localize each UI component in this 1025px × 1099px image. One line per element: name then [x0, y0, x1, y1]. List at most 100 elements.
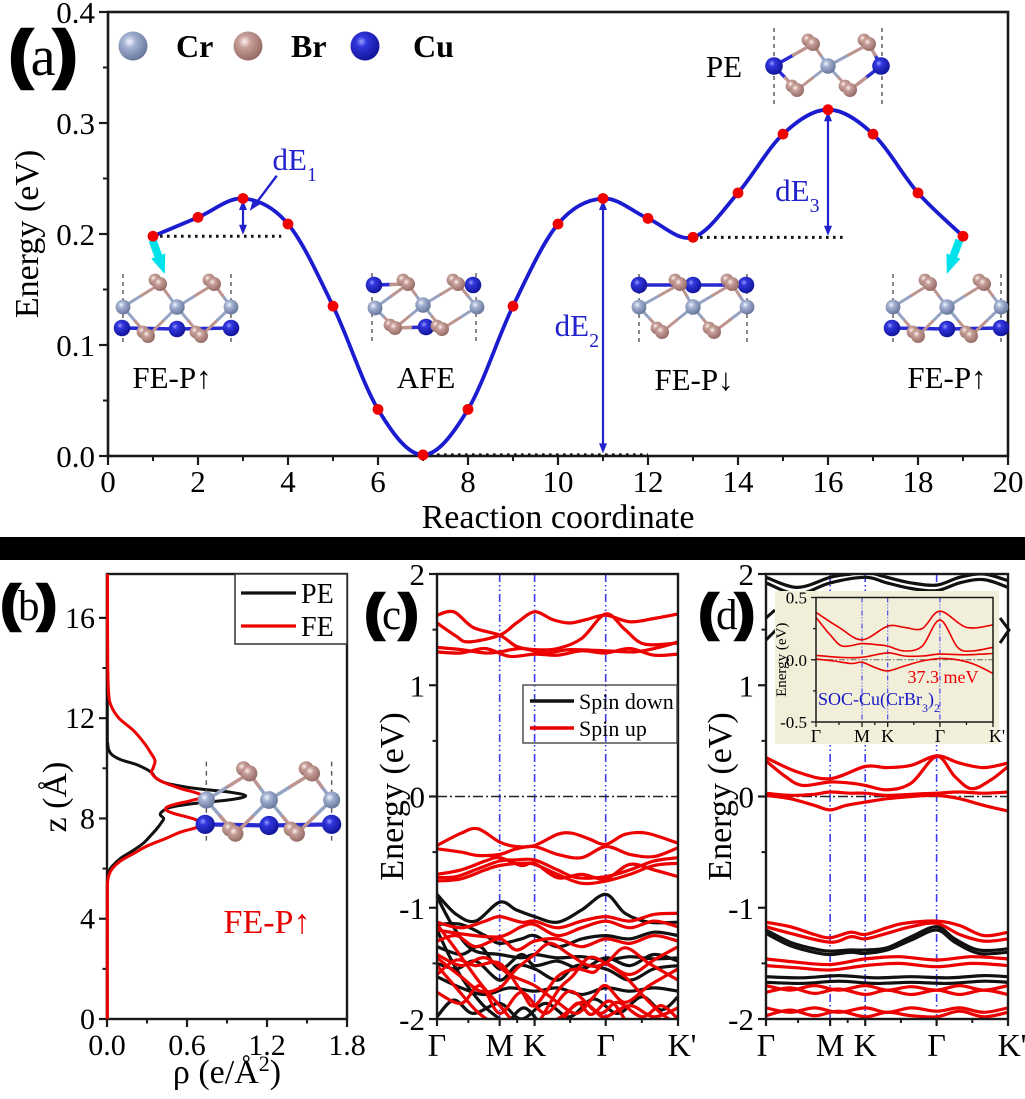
- bands-group: [816, 610, 993, 675]
- molecule-fe_down: [630, 273, 755, 343]
- legend-atom-cu: [350, 31, 380, 61]
- band-spin-up: [766, 754, 1008, 792]
- band-spin-down: [437, 892, 678, 925]
- band-spin-up: [437, 826, 678, 849]
- y-tick-label: 0.2: [56, 217, 95, 252]
- band-spin-up: [437, 919, 678, 939]
- y-tick-label: -1: [399, 891, 425, 926]
- atom-br: [194, 329, 208, 343]
- y-tick-label: 0.0: [786, 651, 807, 670]
- k-label: K: [881, 726, 894, 746]
- band-spin-down: [766, 973, 1008, 980]
- y-tick-label: 8: [80, 802, 95, 835]
- atom-cu: [737, 276, 755, 294]
- atom-cr: [367, 300, 383, 316]
- x-tick-label: 1.8: [328, 1029, 366, 1062]
- atom-br: [843, 83, 857, 97]
- atom-cu: [168, 320, 186, 338]
- data-point: [912, 187, 924, 199]
- y-tick-label: 0: [80, 1003, 95, 1036]
- atom-br: [923, 277, 937, 291]
- k-label: M: [816, 1027, 844, 1063]
- legend-label-cr: Cr: [176, 28, 213, 64]
- y-tick-label: 1: [739, 668, 755, 703]
- atom-cu: [684, 276, 702, 294]
- band-spin-up: [766, 1008, 1008, 1019]
- atom-cu: [630, 276, 648, 294]
- atom-br: [435, 322, 449, 336]
- band-spin-up: [766, 793, 1008, 813]
- dE1-pointer-line: [254, 175, 278, 205]
- atom-cu: [195, 814, 215, 834]
- band-spin-up: [437, 953, 678, 1016]
- data-point: [147, 230, 159, 242]
- x-tick-label: 8: [460, 464, 476, 499]
- inset-background: [775, 591, 999, 744]
- k-label: M: [485, 1027, 513, 1063]
- y-tick-label: 0.1: [56, 328, 95, 363]
- dE1-pointer-head: [249, 198, 261, 211]
- y-tick-label: 12: [65, 702, 95, 735]
- atom-cr: [685, 299, 701, 315]
- k-label: Γ: [935, 726, 945, 746]
- legend-label-spin-up: Spin up: [579, 716, 647, 741]
- barrier-arrow-head-down: [599, 443, 607, 454]
- y-tick-label: 4: [80, 903, 95, 936]
- panel-a-neb-energy-chart: 0 2 4 6 8 10 12 14 16 18 20 0.0 0.1 0.2 0.3 0.4 Reaction…: [4, 0, 1024, 536]
- x-tick-label: 20: [993, 464, 1024, 499]
- atom-cu: [883, 319, 901, 337]
- atom-br: [806, 37, 820, 51]
- atom-br: [655, 325, 669, 339]
- atom-cr: [115, 299, 131, 315]
- band-spin-up: [437, 609, 678, 652]
- k-label: Γ: [811, 726, 821, 746]
- data-point: [372, 403, 384, 415]
- band-spin-down: [766, 925, 1008, 953]
- y-tick-label: 0.0: [56, 439, 95, 474]
- state-label: FE-P↓: [654, 362, 733, 397]
- band-spin-up: [816, 657, 993, 675]
- panel-label-a: (a): [10, 20, 76, 89]
- band-spin-up: [561, 999, 627, 1019]
- band-spin-up: [437, 646, 678, 659]
- barrier-arrow-head-down: [239, 224, 247, 235]
- band-spin-up: [437, 964, 678, 1019]
- atom-cr: [631, 299, 647, 315]
- atom-cu: [222, 319, 240, 337]
- band-spin-down: [766, 928, 1008, 957]
- data-point: [867, 128, 879, 140]
- separator-bar: [0, 537, 1025, 560]
- k-label: K: [523, 1027, 546, 1063]
- band-edge-stub: [764, 628, 778, 642]
- legend-atom-cr: [118, 31, 148, 61]
- atom-br: [303, 765, 321, 782]
- band-spin-down: [766, 574, 1008, 590]
- y-tick-label: 0.4: [56, 0, 95, 30]
- band-spin-up: [816, 652, 993, 659]
- atom-br: [241, 765, 258, 782]
- band-spin-down: [437, 929, 503, 1019]
- atom-br: [227, 825, 244, 842]
- data-point: [957, 230, 969, 242]
- barrier-arrow-head-up: [599, 200, 607, 210]
- k-label: K': [989, 726, 1005, 746]
- y-axis-title: Energy (eV): [702, 712, 739, 880]
- atom-br: [911, 329, 925, 343]
- panel-label-c: (c): [366, 587, 417, 640]
- atom-cu: [938, 320, 956, 338]
- bands-group: [766, 574, 1008, 1019]
- band-spin-up: [437, 945, 678, 1008]
- band-spin-down: [509, 1006, 539, 1019]
- atom-cu: [992, 319, 1010, 337]
- band-spin-up: [766, 790, 1008, 798]
- molecule-fe_up: [113, 273, 240, 343]
- atom-br: [707, 325, 721, 339]
- band-edge-stub: [998, 617, 1011, 644]
- atom-br: [673, 277, 687, 291]
- atom-br: [790, 83, 804, 97]
- state-label: AFE: [397, 360, 456, 395]
- x-tick-label: 1.2: [248, 1029, 286, 1062]
- x-tick-label: 18: [903, 464, 934, 499]
- band-edge-stub: [765, 608, 776, 620]
